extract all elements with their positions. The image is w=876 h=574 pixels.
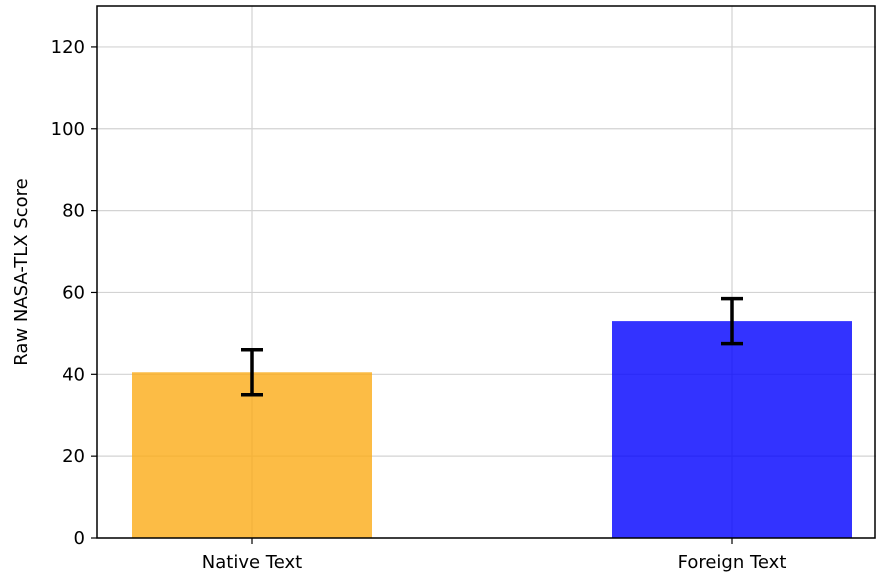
y-tick-label-120: 120: [51, 37, 85, 58]
y-tick-label-40: 40: [62, 364, 85, 385]
y-tick-label-0: 0: [74, 528, 85, 549]
plot-frame: [96, 5, 876, 539]
x-tick-label-0: Native Text: [202, 552, 302, 573]
y-tick-label-100: 100: [51, 119, 85, 140]
y-tick-label-80: 80: [62, 201, 85, 222]
bar-native-text: [132, 372, 372, 538]
y-axis-label: Raw NASA-TLX Score: [11, 178, 32, 365]
bar-foreign-text: [612, 321, 852, 538]
axis-layer: 0 20 40 60 80 100 120 Native Text Foreign Text: [51, 5, 876, 573]
y-tick-label-20: 20: [62, 446, 85, 467]
bar-layer: [132, 321, 852, 538]
x-tick-label-1: Foreign Text: [678, 552, 787, 573]
error-bar-layer: [241, 296, 743, 397]
y-tick-label-60: 60: [62, 282, 85, 303]
